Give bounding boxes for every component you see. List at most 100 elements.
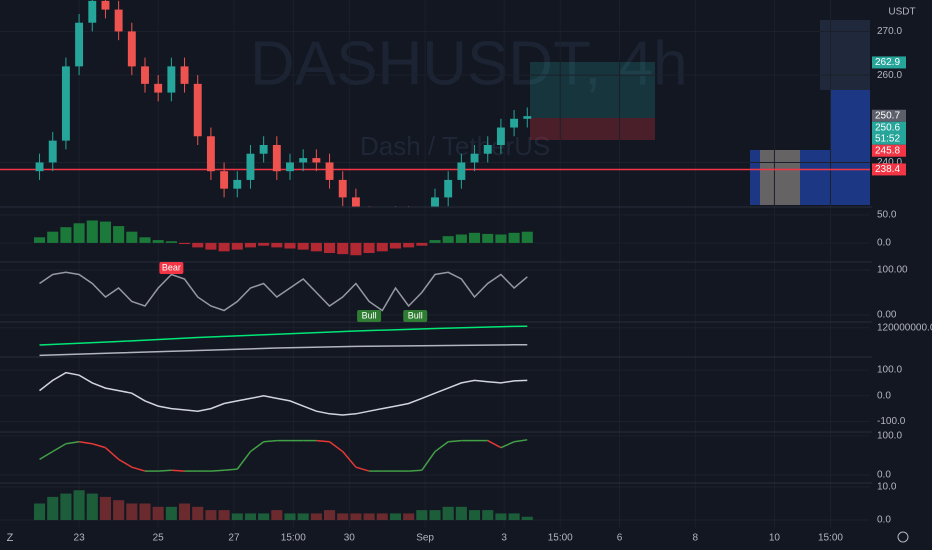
histogram-bar [310, 513, 322, 521]
histogram-bar [218, 510, 230, 521]
histogram-bar [244, 513, 256, 521]
profile-block [820, 20, 870, 90]
line-segment [210, 469, 225, 472]
line-segment [104, 447, 120, 460]
candle-body [272, 144, 281, 172]
histogram-bar [73, 490, 85, 521]
line-segment [78, 441, 93, 445]
x-tick-label: 30 [344, 533, 356, 544]
price-tag [872, 163, 906, 176]
y-tick-label: 240.0 [877, 157, 902, 168]
line-segment [355, 466, 370, 472]
histogram-bar [416, 242, 428, 246]
histogram-bar [297, 513, 309, 521]
candle-body [75, 22, 84, 67]
y-tick-label: -100.0 [877, 416, 906, 427]
histogram-bar [192, 506, 204, 521]
watermark-name: Dash / TetherUS [360, 131, 550, 161]
signal-badge [403, 310, 428, 322]
signal-label: Bull [362, 310, 377, 320]
histogram-bar [34, 237, 46, 243]
histogram-bar [403, 513, 415, 521]
candle-body [101, 0, 110, 10]
histogram-bar [455, 506, 467, 521]
histogram-bar [337, 242, 349, 255]
panel [0, 486, 870, 521]
line-segment [171, 469, 185, 472]
line-segment [513, 439, 528, 443]
histogram-bar [86, 220, 98, 243]
signal-label: Bull [408, 310, 423, 320]
profile-block [830, 90, 870, 150]
histogram-bar [113, 226, 125, 243]
price-tag [872, 121, 906, 134]
candle-body [299, 158, 308, 163]
line-segment [92, 443, 106, 449]
settings-icon[interactable] [897, 531, 909, 543]
price-tag [872, 56, 906, 69]
candle-body [483, 144, 492, 154]
histogram-bar [442, 506, 454, 521]
line-segment [65, 441, 80, 445]
histogram-bar [429, 240, 441, 243]
x-tick-label: 15:00 [818, 533, 843, 544]
candle-body [141, 66, 149, 84]
histogram-bar [244, 242, 256, 248]
y-tick-label: 120000000.0 [877, 322, 932, 333]
histogram-bar [271, 510, 283, 521]
candle-body [496, 127, 505, 145]
price-axis [872, 0, 932, 550]
profile-block [750, 150, 870, 205]
histogram-bar [482, 510, 494, 521]
histogram-bar [73, 223, 85, 243]
histogram-bar [389, 513, 401, 521]
histogram-bar [495, 513, 507, 521]
profile-block [760, 150, 800, 205]
x-tick-label: 15:00 [281, 533, 306, 544]
x-tick-label: 15:00 [548, 533, 573, 544]
panel [0, 269, 870, 316]
price-tag-label: 250.7 [875, 110, 900, 121]
candle-body [325, 162, 334, 180]
candle-body [444, 179, 453, 198]
histogram-bar [284, 513, 296, 521]
y-tick-label: 0.0 [877, 390, 891, 401]
line-segment [236, 451, 252, 470]
candle-body [114, 9, 123, 32]
candle-body [312, 158, 321, 163]
signal-label: Bear [162, 262, 181, 272]
candle-body [470, 153, 479, 163]
candle-body [193, 83, 202, 137]
indicator-line [39, 271, 528, 312]
candle-body [351, 197, 360, 207]
y-tick-label: 0.0 [877, 238, 891, 249]
panel [0, 214, 870, 256]
histogram-bar [205, 510, 217, 521]
candle-body [206, 136, 215, 172]
histogram-bar [376, 242, 388, 252]
histogram-bar [482, 233, 494, 243]
histogram-bar [192, 242, 204, 248]
histogram-bar [126, 231, 138, 243]
y-tick-label: 270.0 [877, 26, 902, 37]
candle-body [233, 179, 242, 189]
price-tag-label: 262.9 [875, 57, 900, 68]
histogram-bar [179, 503, 191, 521]
histogram-bar [376, 513, 388, 521]
histogram-bar [363, 513, 375, 521]
volume-profile [750, 20, 870, 205]
histogram-bar [508, 232, 520, 243]
candle-body [35, 162, 44, 172]
histogram-bar [429, 510, 441, 521]
histogram-bar [350, 242, 362, 256]
zoom-icon[interactable]: Z [7, 532, 14, 544]
histogram-bar [113, 500, 125, 521]
candle-body [127, 31, 136, 67]
indicator-line [39, 344, 528, 357]
x-tick-label: 3 [501, 533, 507, 544]
y-tick-label: 0.0 [877, 515, 891, 526]
position-stop [530, 118, 655, 140]
currency-unit: USDT [888, 7, 915, 18]
histogram-bar [469, 510, 481, 521]
